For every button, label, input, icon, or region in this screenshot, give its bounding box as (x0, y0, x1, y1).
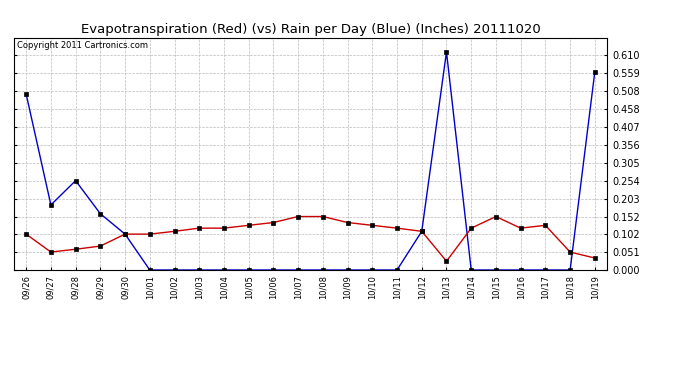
Title: Evapotranspiration (Red) (vs) Rain per Day (Blue) (Inches) 20111020: Evapotranspiration (Red) (vs) Rain per D… (81, 23, 540, 36)
Text: Copyright 2011 Cartronics.com: Copyright 2011 Cartronics.com (17, 41, 148, 50)
